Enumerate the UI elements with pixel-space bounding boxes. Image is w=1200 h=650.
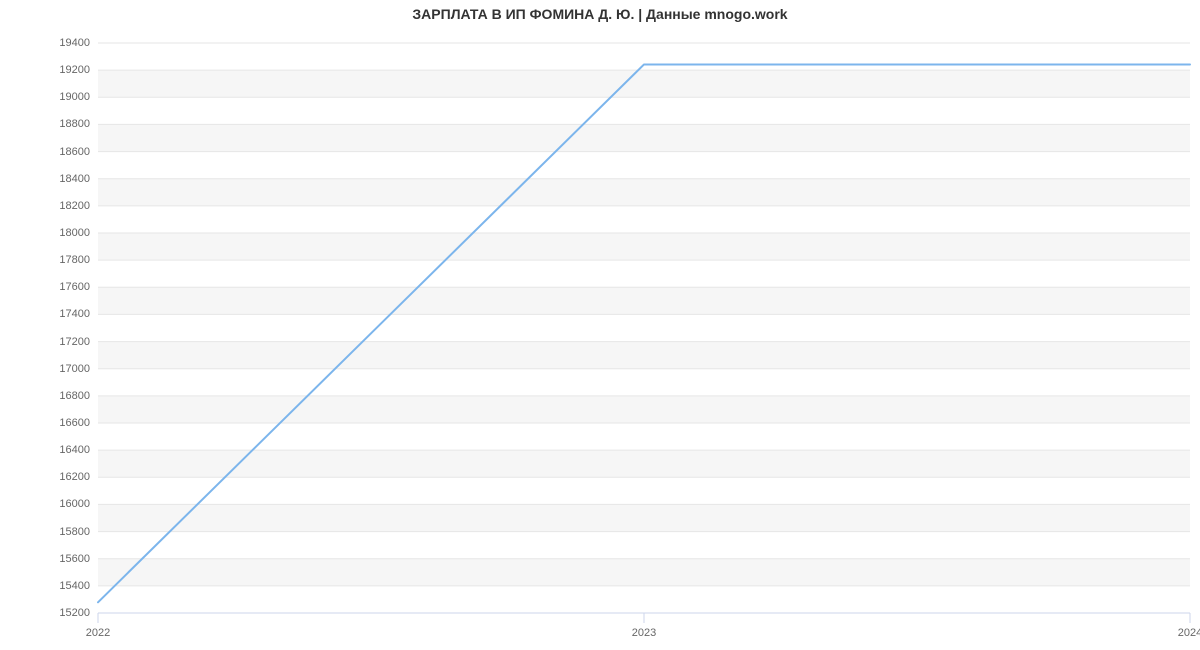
grid-band <box>98 206 1190 233</box>
grid-band <box>98 396 1190 423</box>
grid-band <box>98 152 1190 179</box>
y-tick-label: 17800 <box>50 254 90 266</box>
y-tick-label: 15200 <box>50 607 90 619</box>
grid-band <box>98 369 1190 396</box>
salary-line-chart: ЗАРПЛАТА В ИП ФОМИНА Д. Ю. | Данные mnog… <box>0 0 1200 650</box>
grid-band <box>98 423 1190 450</box>
grid-band <box>98 260 1190 287</box>
chart-plot-svg <box>0 0 1200 650</box>
grid-band <box>98 97 1190 124</box>
y-tick-label: 17600 <box>50 281 90 293</box>
y-tick-label: 17200 <box>50 336 90 348</box>
y-tick-label: 19400 <box>50 37 90 49</box>
y-tick-label: 17000 <box>50 363 90 375</box>
y-tick-label: 19000 <box>50 91 90 103</box>
y-tick-label: 16600 <box>50 417 90 429</box>
y-tick-label: 16200 <box>50 471 90 483</box>
x-tick-label: 2022 <box>86 627 110 639</box>
grid-band <box>98 559 1190 586</box>
y-tick-label: 16000 <box>50 498 90 510</box>
grid-band <box>98 287 1190 314</box>
y-tick-label: 16800 <box>50 390 90 402</box>
y-tick-label: 18400 <box>50 173 90 185</box>
y-tick-label: 16400 <box>50 444 90 456</box>
y-tick-label: 18800 <box>50 118 90 130</box>
y-tick-label: 17400 <box>50 308 90 320</box>
grid-band <box>98 586 1190 613</box>
grid-band <box>98 233 1190 260</box>
grid-band <box>98 314 1190 341</box>
grid-band <box>98 43 1190 70</box>
grid-band <box>98 70 1190 97</box>
grid-band <box>98 504 1190 531</box>
x-tick-label: 2023 <box>632 627 656 639</box>
y-tick-label: 19200 <box>50 64 90 76</box>
grid-band <box>98 179 1190 206</box>
y-tick-label: 18000 <box>50 227 90 239</box>
grid-band <box>98 450 1190 477</box>
y-tick-label: 15600 <box>50 553 90 565</box>
grid-band <box>98 532 1190 559</box>
grid-band <box>98 342 1190 369</box>
y-tick-label: 15400 <box>50 580 90 592</box>
y-tick-label: 18200 <box>50 200 90 212</box>
x-tick-label: 2024 <box>1178 627 1200 639</box>
grid-band <box>98 124 1190 151</box>
grid-band <box>98 477 1190 504</box>
y-tick-label: 18600 <box>50 146 90 158</box>
y-tick-label: 15800 <box>50 526 90 538</box>
